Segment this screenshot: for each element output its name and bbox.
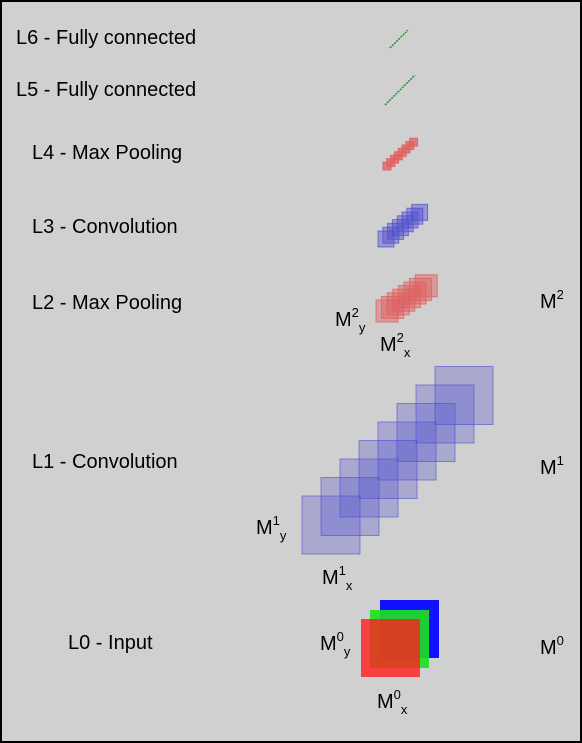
l1-conv-map xyxy=(301,495,361,555)
l1-conv-map xyxy=(358,440,418,499)
m2-x-label: M2x xyxy=(380,330,411,360)
l4-pool-map xyxy=(382,161,392,171)
layer-label-l4: L4 - Max Pooling xyxy=(32,142,183,164)
l3-conv-map xyxy=(377,230,395,248)
l2-pooling-stack xyxy=(375,274,438,323)
l1-conv-map xyxy=(434,366,494,425)
l1-conv-map xyxy=(396,403,456,462)
l1-conv-map xyxy=(320,477,380,536)
m2-y-label: M2y xyxy=(335,305,366,335)
m2-right-label: M2 xyxy=(540,287,564,313)
layer-label-l0: L0 - Input xyxy=(68,632,153,654)
l5-fc-line xyxy=(384,74,416,106)
l4-pooling-stack xyxy=(382,137,419,171)
l2-pool-map xyxy=(375,299,399,323)
m0-x-label: M0x xyxy=(377,687,408,717)
l6-fc-line xyxy=(389,29,409,49)
layer-label-l2: L2 - Max Pooling xyxy=(32,292,183,314)
l1-conv-map xyxy=(377,421,437,481)
l1-conv-map xyxy=(415,384,475,444)
layer-label-l1: L1 - Convolution xyxy=(32,451,178,473)
layer-label-l6: L6 - Fully connected xyxy=(16,27,197,49)
l1-conv-map xyxy=(339,458,399,518)
layer-label-l3: L3 - Convolution xyxy=(32,216,178,238)
l3-convolution-stack xyxy=(377,203,429,248)
m1-x-label: M1x xyxy=(322,563,353,593)
fully-connected-lines xyxy=(384,29,416,106)
l0-input-channels xyxy=(361,600,439,677)
l1-convolution-stack xyxy=(301,366,494,555)
m1-y-label: M1y xyxy=(256,513,287,543)
m1-right-label: M1 xyxy=(540,453,564,479)
layer-label-l5: L5 - Fully connected xyxy=(16,79,197,101)
m0-y-label: M0y xyxy=(320,629,351,659)
m0-right-label: M0 xyxy=(540,633,564,659)
input-red-channel xyxy=(361,619,420,677)
